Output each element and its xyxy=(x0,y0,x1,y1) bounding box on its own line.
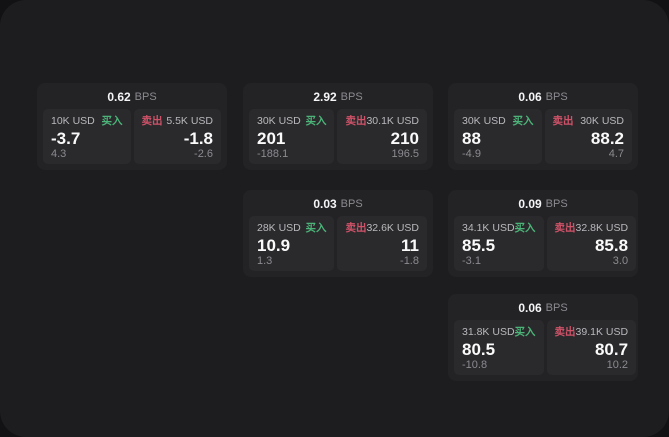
buy-panel[interactable]: 10K USD 买入 -3.7 4.3 xyxy=(43,109,131,164)
sell-panel[interactable]: 卖出 5.5K USD -1.8 -2.6 xyxy=(133,109,221,164)
sell-change: 196.5 xyxy=(391,148,419,160)
sell-price: 11 xyxy=(401,236,419,255)
buy-change: -4.9 xyxy=(462,148,481,160)
sell-side-badge[interactable]: 卖出 xyxy=(554,326,576,338)
buy-price: 80.5 xyxy=(462,340,496,359)
sell-panel[interactable]: 卖出 30.1K USD 210 196.5 xyxy=(337,109,427,164)
card-header: 0.06 BPS xyxy=(448,294,638,320)
buy-side-badge[interactable]: 买入 xyxy=(101,115,123,127)
sell-amount: 32.8K USD xyxy=(575,222,629,234)
sell-amount: 39.1K USD xyxy=(575,326,629,338)
card-header: 0.03 BPS xyxy=(243,190,433,216)
sell-amount: 30K USD xyxy=(580,115,624,127)
card-header: 0.62 BPS xyxy=(37,83,227,109)
bps-value: 0.09 xyxy=(518,196,542,211)
sell-side-badge[interactable]: 卖出 xyxy=(345,222,367,234)
sell-change: 4.7 xyxy=(608,148,624,160)
buy-side-badge[interactable]: 买入 xyxy=(305,115,327,127)
quote-card: 0.03 BPS 28K USD 买入 10.9 1.3 卖出 32.6K US… xyxy=(243,190,433,277)
sell-price: 80.7 xyxy=(594,340,629,359)
buy-change: -3.1 xyxy=(462,255,481,267)
bps-value: 0.06 xyxy=(518,300,542,315)
buy-amount: 10K USD xyxy=(51,115,95,127)
sell-amount: 30.1K USD xyxy=(366,115,419,127)
sell-change: 10.2 xyxy=(606,359,629,371)
buy-change: -188.1 xyxy=(257,148,289,160)
card-header: 0.09 BPS xyxy=(448,190,638,216)
card-header: 0.06 BPS xyxy=(448,83,638,109)
buy-panel[interactable]: 34.1K USD 买入 85.5 -3.1 xyxy=(454,216,544,271)
sell-price: 85.8 xyxy=(594,236,629,255)
buy-price: -3.7 xyxy=(51,129,81,148)
quote-card: 0.09 BPS 34.1K USD 买入 85.5 -3.1 卖出 32.8K… xyxy=(448,190,638,277)
sell-price: 210 xyxy=(390,129,419,148)
buy-change: -10.8 xyxy=(462,359,488,371)
sell-side-badge[interactable]: 卖出 xyxy=(141,115,163,127)
sell-panel[interactable]: 卖出 32.6K USD 11 -1.8 xyxy=(337,216,427,271)
buy-price: 85.5 xyxy=(462,236,496,255)
quote-panels: 28K USD 买入 10.9 1.3 卖出 32.6K USD 11 -1.8 xyxy=(243,216,433,271)
quote-panels: 34.1K USD 买入 85.5 -3.1 卖出 32.8K USD 85.8… xyxy=(448,216,638,271)
quote-panels: 30K USD 买入 88 -4.9 卖出 30K USD 88.2 4.7 xyxy=(448,109,638,164)
sell-change: -1.8 xyxy=(400,255,419,267)
buy-change: 4.3 xyxy=(51,148,67,160)
sell-side-badge[interactable]: 卖出 xyxy=(554,222,576,234)
sell-price: -1.8 xyxy=(183,129,213,148)
sell-panel[interactable]: 卖出 32.8K USD 85.8 3.0 xyxy=(546,216,637,271)
buy-side-badge[interactable]: 买入 xyxy=(512,115,534,127)
bps-unit-label: BPS xyxy=(545,90,568,103)
buy-amount: 30K USD xyxy=(462,115,506,127)
sell-panel[interactable]: 卖出 39.1K USD 80.7 10.2 xyxy=(546,320,637,375)
buy-panel[interactable]: 31.8K USD 买入 80.5 -10.8 xyxy=(454,320,544,375)
bps-unit-label: BPS xyxy=(545,301,568,314)
sell-side-badge[interactable]: 卖出 xyxy=(345,115,367,127)
quote-card: 0.06 BPS 31.8K USD 买入 80.5 -10.8 卖出 39.1… xyxy=(448,294,638,381)
quote-card: 0.06 BPS 30K USD 买入 88 -4.9 卖出 30K USD 8… xyxy=(448,83,638,170)
quote-card: 2.92 BPS 30K USD 买入 201 -188.1 卖出 30.1K … xyxy=(243,83,433,170)
buy-price: 88 xyxy=(462,129,481,148)
quote-card: 0.62 BPS 10K USD 买入 -3.7 4.3 卖出 5.5K USD… xyxy=(37,83,227,170)
quote-panels: 30K USD 买入 201 -188.1 卖出 30.1K USD 210 1… xyxy=(243,109,433,164)
quote-panels: 10K USD 买入 -3.7 4.3 卖出 5.5K USD -1.8 -2.… xyxy=(37,109,227,164)
buy-amount: 34.1K USD xyxy=(462,222,515,234)
buy-amount: 28K USD xyxy=(257,222,301,234)
bps-value: 0.62 xyxy=(107,89,131,104)
bps-unit-label: BPS xyxy=(134,90,157,103)
buy-side-badge[interactable]: 买入 xyxy=(514,326,536,338)
buy-price: 10.9 xyxy=(257,236,291,255)
bps-unit-label: BPS xyxy=(340,90,363,103)
bps-unit-label: BPS xyxy=(545,197,568,210)
card-header: 2.92 BPS xyxy=(243,83,433,109)
quote-panels: 31.8K USD 买入 80.5 -10.8 卖出 39.1K USD 80.… xyxy=(448,320,638,375)
sell-amount: 32.6K USD xyxy=(366,222,419,234)
buy-panel[interactable]: 30K USD 买入 201 -188.1 xyxy=(249,109,335,164)
buy-amount: 31.8K USD xyxy=(462,326,515,338)
bps-value: 0.03 xyxy=(313,196,337,211)
buy-side-badge[interactable]: 买入 xyxy=(514,222,536,234)
buy-side-badge[interactable]: 买入 xyxy=(305,222,327,234)
sell-change: 3.0 xyxy=(612,255,629,267)
sell-side-badge[interactable]: 卖出 xyxy=(552,115,574,127)
sell-price: 88.2 xyxy=(590,129,624,148)
sell-panel[interactable]: 卖出 30K USD 88.2 4.7 xyxy=(544,109,632,164)
sell-amount: 5.5K USD xyxy=(166,115,213,127)
bps-value: 0.06 xyxy=(518,89,542,104)
buy-panel[interactable]: 30K USD 买入 88 -4.9 xyxy=(454,109,542,164)
bps-unit-label: BPS xyxy=(340,197,363,210)
buy-price: 201 xyxy=(257,129,286,148)
buy-amount: 30K USD xyxy=(257,115,301,127)
buy-change: 1.3 xyxy=(257,255,273,267)
bps-value: 2.92 xyxy=(313,89,337,104)
sell-change: -2.6 xyxy=(194,148,213,160)
buy-panel[interactable]: 28K USD 买入 10.9 1.3 xyxy=(249,216,335,271)
